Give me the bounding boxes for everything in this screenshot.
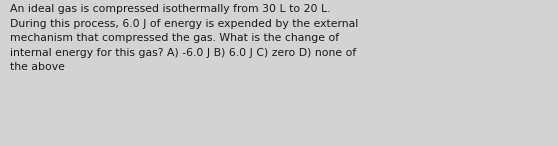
Text: An ideal gas is compressed isothermally from 30 L to 20 L.
During this process, : An ideal gas is compressed isothermally … bbox=[10, 4, 358, 72]
